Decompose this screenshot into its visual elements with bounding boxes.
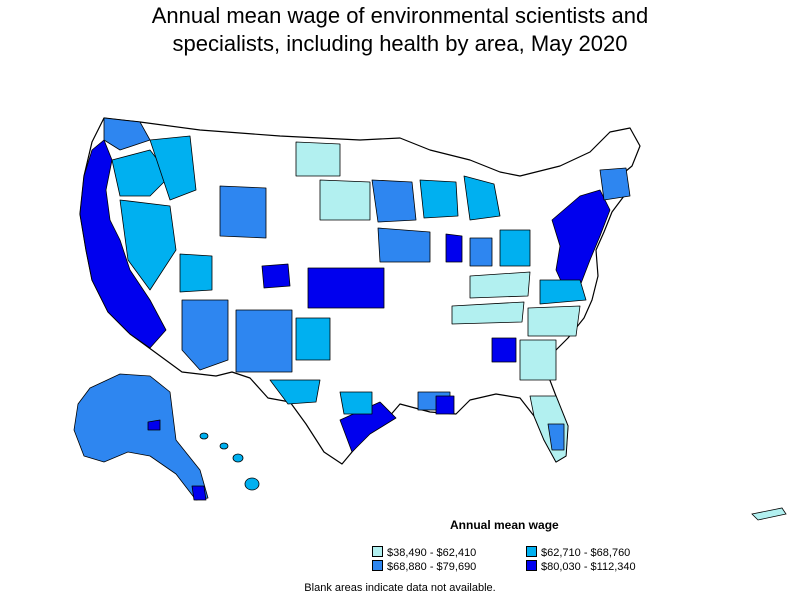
region-wisconsin <box>419 179 459 219</box>
region-nevada <box>119 199 177 291</box>
region-virginia <box>539 279 587 305</box>
region-iowa <box>377 227 431 263</box>
legend-label-3: $68,880 - $79,690 <box>387 561 477 573</box>
legend-swatch-4 <box>526 560 537 571</box>
region-hawaii-3 <box>232 453 244 463</box>
region-tennessee <box>451 301 525 325</box>
region-kentucky <box>469 271 531 299</box>
region-nm <box>235 309 293 373</box>
legend-item-4: $80,030 - $112,340 <box>526 560 636 574</box>
legend-title: Annual mean wage <box>450 518 559 532</box>
region-louisiana-blue <box>435 395 455 415</box>
region-michigan <box>463 175 501 221</box>
legend-label-4: $80,030 - $112,340 <box>541 561 636 573</box>
region-oregon <box>111 149 171 197</box>
region-idaho <box>149 135 197 201</box>
legend-swatch-1 <box>372 546 383 557</box>
region-texas-central <box>339 391 373 415</box>
region-utah <box>179 253 213 293</box>
legend-item-1: $38,490 - $62,410 <box>372 546 476 560</box>
region-montana-e <box>295 141 341 177</box>
region-florida-south <box>547 423 565 451</box>
region-new-england <box>599 167 631 201</box>
region-georgia <box>519 339 557 381</box>
legend-label-2: $62,710 - $68,760 <box>541 547 631 559</box>
region-alaska-juneau <box>147 419 161 431</box>
region-wyoming <box>219 185 267 239</box>
region-puerto-rico <box>751 507 787 521</box>
data-availability-note: Blank areas indicate data not available. <box>304 582 496 594</box>
region-colorado-blue <box>261 263 291 289</box>
region-texas-west <box>269 379 321 405</box>
legend-item-3: $68,880 - $79,690 <box>372 560 476 574</box>
region-alaska <box>73 373 209 501</box>
legend-item-2: $62,710 - $68,760 <box>526 546 630 560</box>
region-indiana <box>469 237 493 267</box>
region-west-coast <box>79 139 167 349</box>
region-carolinas <box>527 305 581 337</box>
map-title-line-1: Annual mean wage of environmental scient… <box>151 3 649 28</box>
region-kansas <box>307 267 385 309</box>
region-hawaii-2 <box>219 442 229 450</box>
region-nm-east <box>295 317 331 361</box>
region-illinois <box>445 233 463 263</box>
region-hawaii-1 <box>199 432 209 440</box>
region-texas-gulf <box>339 401 397 453</box>
legend-swatch-3 <box>372 560 383 571</box>
region-ohio <box>499 229 531 267</box>
legend-label-1: $38,490 - $62,410 <box>387 547 477 559</box>
region-northeast-corridor <box>551 189 611 293</box>
region-hawaii-4 <box>244 477 260 491</box>
legend-swatch-2 <box>526 546 537 557</box>
map-title: Annual mean wage of environmental scient… <box>0 2 800 58</box>
region-nd <box>319 179 371 221</box>
region-arizona <box>181 299 229 371</box>
region-alabama-blue <box>491 337 517 363</box>
region-alaska-southeast <box>191 485 207 501</box>
region-washington <box>103 117 151 151</box>
region-minnesota <box>371 179 417 223</box>
map-title-line-2: specialists, including health by area, M… <box>172 31 628 56</box>
